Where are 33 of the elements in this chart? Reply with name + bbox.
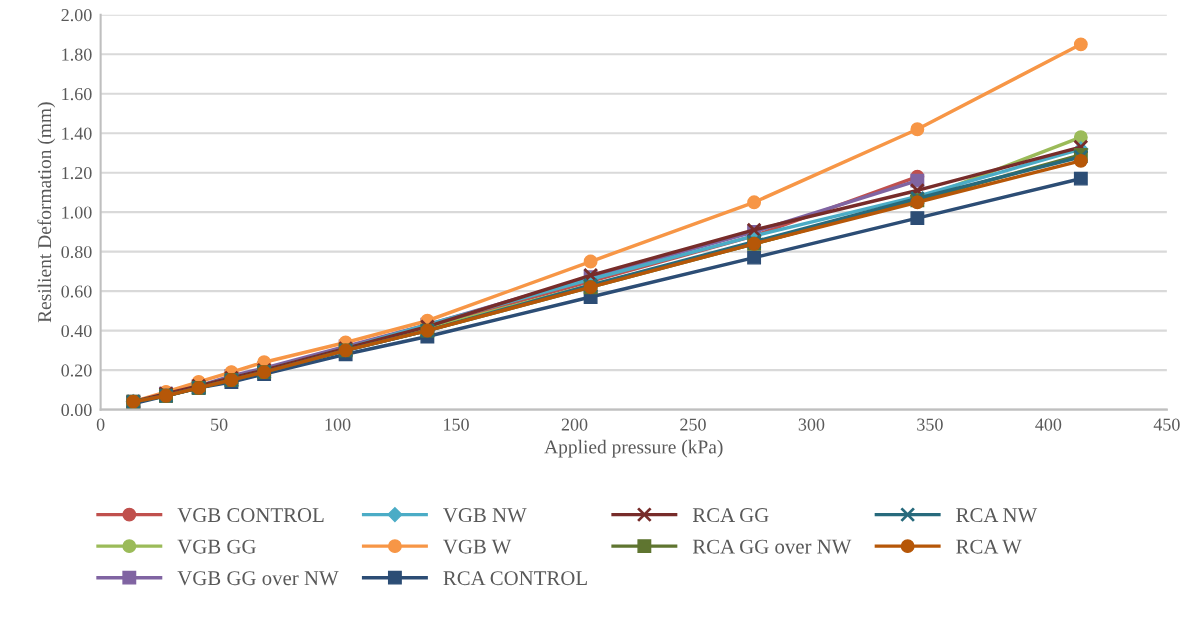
- legend-label: RCA CONTROL: [443, 571, 587, 586]
- y-tick-label: 1.00: [62, 206, 92, 219]
- y-axis-title: Resilient Deformation (mm): [37, 102, 56, 323]
- y-tick-label: 2.00: [61, 8, 92, 22]
- x-axis-title: Applied pressure (kPa): [544, 439, 723, 458]
- x-tick-label: 150: [444, 418, 469, 431]
- x-tick-label: 200: [561, 418, 588, 431]
- legend-label: RCA GG: [692, 508, 769, 523]
- legend-label: RCA NW: [956, 508, 1038, 523]
- y-tick-label: 0.80: [61, 245, 92, 259]
- legend-label: VGB W: [443, 539, 512, 554]
- legend-label: RCA GG over NW: [692, 539, 852, 554]
- y-tick-label: 1.60: [62, 87, 92, 101]
- x-tick-label: 400: [1035, 418, 1062, 431]
- legend-label: RCA W: [956, 539, 1022, 554]
- y-tick-label: 1.20: [62, 166, 92, 180]
- y-tick-label: 1.40: [62, 127, 92, 140]
- y-tick-label: 0.60: [61, 285, 92, 298]
- legend-label: VGB GG over NW: [177, 571, 339, 586]
- x-tick-label: 250: [680, 418, 706, 431]
- legend-label: VGB GG: [177, 539, 256, 554]
- y-tick-label: 0.00: [61, 403, 92, 417]
- y-tick-label: 0.40: [61, 324, 92, 338]
- x-tick-label: 100: [325, 418, 351, 431]
- x-tick-label: 300: [798, 418, 825, 431]
- x-tick-label: 50: [211, 418, 228, 431]
- x-tick-label: 450: [1153, 418, 1180, 431]
- y-tick-label: 1.80: [62, 48, 92, 61]
- x-tick-label: 0: [96, 418, 105, 431]
- x-tick-label: 350: [917, 418, 943, 431]
- legend-label: VGB CONTROL: [177, 508, 324, 523]
- y-tick-label: 0.20: [61, 364, 92, 377]
- legend-label: VGB NW: [443, 508, 527, 523]
